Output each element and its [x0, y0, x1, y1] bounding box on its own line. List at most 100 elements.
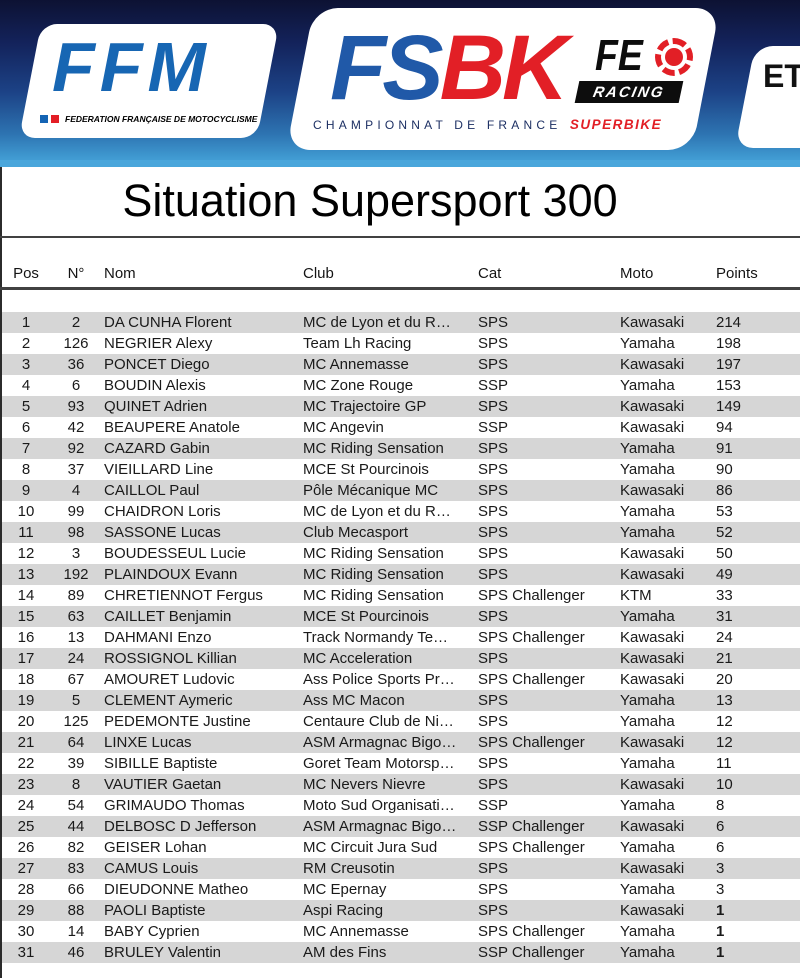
row-name: CAMUS Louis [104, 860, 199, 877]
table-row: 17 24 ROSSIGNOL Killian MC Acceleration … [2, 648, 800, 669]
col-header-moto: Moto [620, 265, 654, 282]
row-pos: 15 [17, 608, 35, 625]
row-cat: SSP [478, 797, 509, 814]
row-number: 4 [71, 482, 81, 499]
row-name: CAILLET Benjamin [104, 608, 232, 625]
header-banner: FFM FEDERATION FRANÇAISE DE MOTOCYCLISME… [0, 0, 800, 167]
row-name: QUINET Adrien [104, 398, 208, 415]
row-cat: SPS [478, 545, 509, 562]
row-club: MC Annemasse [303, 356, 409, 373]
row-number: 8 [71, 776, 81, 793]
row-name: CHRETIENNOT Fergus [104, 587, 263, 604]
row-pos: 3 [21, 356, 31, 373]
row-points: 8 [716, 797, 725, 814]
fsbk-subtitle: CHAMPIONNAT DE FRANCE SUPERBIKE [313, 116, 662, 134]
table-row: 12 3 BOUDESSEUL Lucie MC Riding Sensatio… [2, 543, 800, 564]
row-cat: SPS [478, 398, 509, 415]
row-club: Team Lh Racing [303, 335, 412, 352]
row-pos: 19 [17, 692, 35, 709]
row-number: 92 [67, 440, 85, 457]
row-pos: 24 [17, 797, 35, 814]
table-row: 15 63 CAILLET Benjamin MCE St Pourcinois… [2, 606, 800, 627]
header-divider [0, 287, 800, 290]
table-row: 26 82 GEISER Lohan MC Circuit Jura Sud S… [2, 837, 800, 858]
row-pos: 30 [17, 923, 35, 940]
row-number: 44 [67, 818, 85, 835]
row-points: 198 [716, 335, 742, 352]
row-pos: 12 [17, 545, 35, 562]
row-pos: 10 [17, 503, 35, 520]
row-points: 94 [716, 419, 733, 436]
row-club: MC Acceleration [303, 650, 413, 667]
row-club: ASM Armagnac Bigo… [303, 734, 457, 751]
row-points: 149 [716, 398, 742, 415]
table-row: 22 39 SIBILLE Baptiste Goret Team Motors… [2, 753, 800, 774]
gear-center-icon [665, 48, 683, 66]
row-moto: Kawasaki [620, 860, 685, 877]
row-name: GRIMAUDO Thomas [104, 797, 245, 814]
row-pos: 6 [21, 419, 31, 436]
row-number: 64 [67, 734, 85, 751]
gear-icon [655, 38, 693, 76]
row-moto: Yamaha [620, 377, 675, 394]
row-moto: Yamaha [620, 608, 675, 625]
row-points: 197 [716, 356, 742, 373]
row-moto: Kawasaki [620, 356, 685, 373]
row-name: CAILLOL Paul [104, 482, 200, 499]
row-name: BABY Cyprien [104, 923, 200, 940]
row-number: 24 [67, 650, 85, 667]
row-cat: SPS [478, 461, 509, 478]
fsbk-logo-bk: BK [439, 17, 569, 119]
row-club: MC Riding Sensation [303, 566, 444, 583]
row-points: 10 [716, 776, 733, 793]
row-club: MC Riding Sensation [303, 440, 444, 457]
row-points: 12 [716, 734, 733, 751]
row-number: 66 [67, 881, 85, 898]
col-header-cat: Cat [478, 265, 502, 282]
row-club: Pôle Mécanique MC [303, 482, 439, 499]
row-moto: Kawasaki [620, 818, 685, 835]
row-moto: Kawasaki [620, 314, 685, 331]
row-cat: SPS [478, 755, 509, 772]
table-row: 28 66 DIEUDONNE Matheo MC Epernay SPS Ya… [2, 879, 800, 900]
row-pos: 29 [17, 902, 35, 919]
row-club: MC de Lyon et du R… [303, 314, 451, 331]
row-number: 67 [67, 671, 85, 688]
row-name: BOUDESSEUL Lucie [104, 545, 247, 562]
fe-logo: FE [595, 31, 643, 80]
row-number: 89 [67, 587, 85, 604]
row-club: Goret Team Motorsp… [303, 755, 455, 772]
row-number: 82 [67, 839, 85, 856]
title-divider [0, 236, 800, 238]
row-cat: SPS [478, 713, 509, 730]
col-header-pos: Pos [13, 265, 39, 282]
row-points: 11 [716, 755, 732, 772]
row-cat: SSP [478, 419, 509, 436]
row-club: MC Riding Sensation [303, 545, 444, 562]
row-points: 90 [716, 461, 733, 478]
row-pos: 8 [21, 461, 31, 478]
table-row: 10 99 CHAIDRON Loris MC de Lyon et du R…… [2, 501, 800, 522]
banner-bottom-strip [0, 160, 800, 167]
row-points: 6 [716, 839, 725, 856]
row-name: CAZARD Gabin [104, 440, 210, 457]
row-club: AM des Fins [303, 944, 387, 961]
table-row: 1 2 DA CUNHA Florent MC de Lyon et du R…… [2, 312, 800, 333]
table-row: 21 64 LINXE Lucas ASM Armagnac Bigo… SPS… [2, 732, 800, 753]
row-points: 31 [716, 608, 733, 625]
table-row: 19 5 CLEMENT Aymeric Ass MC Macon SPS Ya… [2, 690, 800, 711]
row-number: 36 [67, 356, 85, 373]
table-row: 11 98 SASSONE Lucas Club Mecasport SPS Y… [2, 522, 800, 543]
row-cat: SPS [478, 776, 509, 793]
row-pos: 23 [17, 776, 35, 793]
row-club: MCE St Pourcinois [303, 461, 429, 478]
row-points: 24 [716, 629, 733, 646]
row-club: Ass Police Sports Pr… [303, 671, 455, 688]
row-pos: 5 [21, 398, 31, 415]
row-cat: SPS [478, 482, 509, 499]
row-cat: SPS [478, 503, 509, 520]
row-club: MC Circuit Jura Sud [303, 839, 438, 856]
etape-label: ET [763, 58, 800, 94]
row-number: 93 [67, 398, 85, 415]
col-header-number: N° [67, 265, 85, 282]
